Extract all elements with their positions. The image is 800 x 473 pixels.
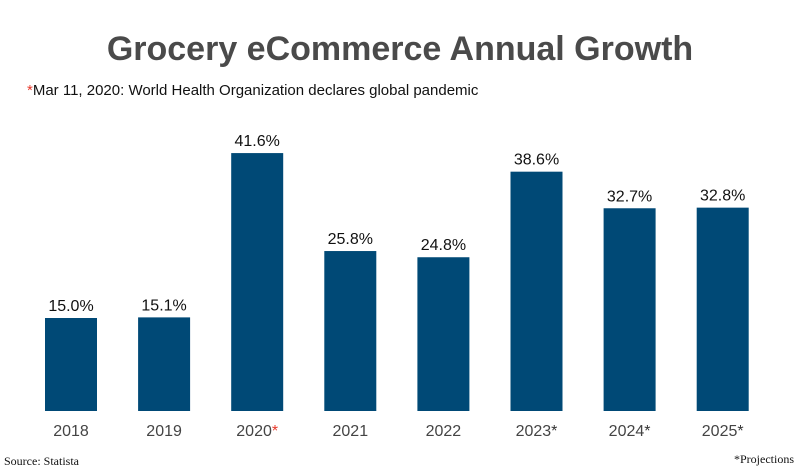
x-tick-year: 2024 <box>609 423 645 440</box>
data-label: 32.7% <box>607 188 652 205</box>
x-tick-label: 2025* <box>702 423 744 440</box>
data-label: 32.8% <box>700 188 745 205</box>
x-tick-year: 2025 <box>702 423 738 440</box>
x-tick-year: 2018 <box>53 423 89 440</box>
bar-2025 <box>696 207 749 411</box>
x-tick-marker: * <box>644 423 650 440</box>
bar-2018 <box>45 318 97 411</box>
x-tick-year: 2023 <box>516 423 552 440</box>
x-tick-label: 2018 <box>53 423 89 440</box>
data-label: 25.8% <box>328 231 373 248</box>
x-tick-label: 2022 <box>426 423 462 440</box>
x-tick-label: 2019 <box>146 423 182 440</box>
x-tick-marker: * <box>737 423 743 440</box>
source-note: Source: Statista <box>4 454 79 468</box>
x-tick-marker: * <box>272 423 278 440</box>
bar-2024 <box>603 208 656 411</box>
bar-2019 <box>138 317 191 411</box>
data-label: 15.1% <box>141 297 186 314</box>
chart-subtitle: *Mar 11, 2020: World Health Organization… <box>27 82 478 99</box>
x-tick-year: 2021 <box>333 423 369 440</box>
bar-2022 <box>417 257 470 411</box>
projections-note: *Projections <box>734 452 794 466</box>
data-label: 15.0% <box>48 298 93 315</box>
subtitle-asterisk: * <box>27 82 33 99</box>
x-tick-label: 2020* <box>236 423 278 440</box>
x-tick-label: 2023* <box>516 423 558 440</box>
bar-2021 <box>324 251 377 411</box>
bar-2020 <box>231 153 284 411</box>
x-tick-label: 2024* <box>609 423 651 440</box>
chart-title: Grocery eCommerce Annual Growth <box>106 30 694 68</box>
data-label: 38.6% <box>514 152 559 169</box>
x-tick-year: 2019 <box>146 423 182 440</box>
data-label: 24.8% <box>421 237 466 254</box>
x-tick-marker: * <box>551 423 557 440</box>
data-label: 41.6% <box>235 133 280 150</box>
x-tick-year: 2022 <box>426 423 462 440</box>
subtitle-text: Mar 11, 2020: World Health Organization … <box>32 82 479 99</box>
x-tick-year: 2020 <box>236 423 272 440</box>
x-tick-label: 2021 <box>333 423 369 440</box>
bar-2023 <box>510 171 563 411</box>
